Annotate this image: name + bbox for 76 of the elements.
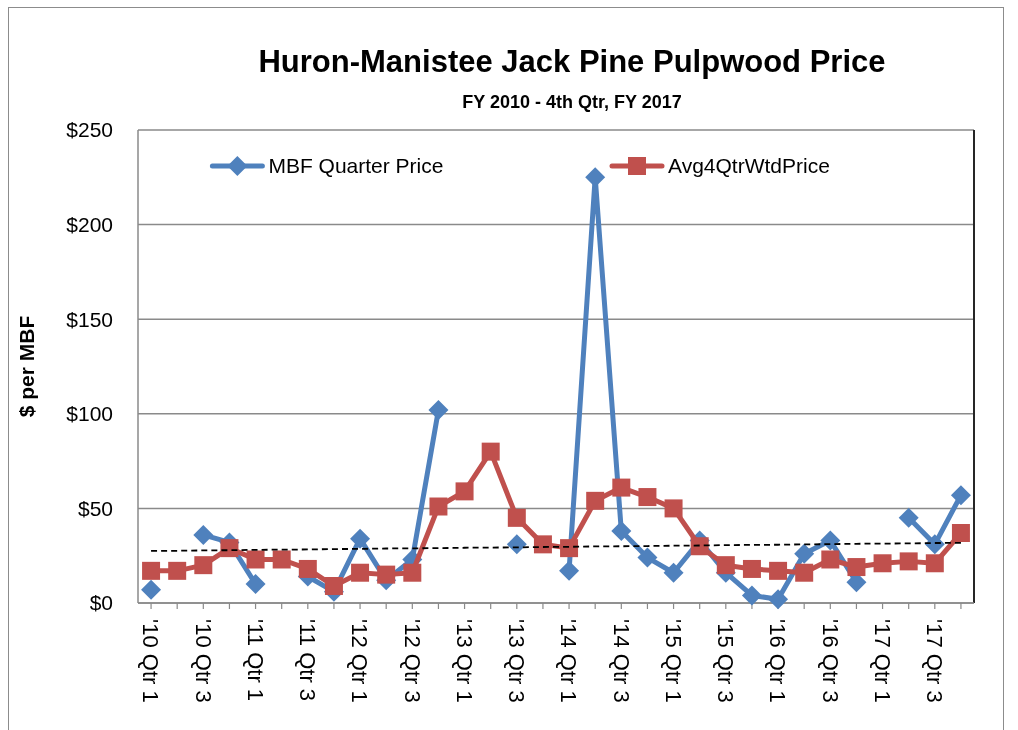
point	[559, 560, 580, 581]
x-tick-label: '15 Qtr 1	[660, 619, 686, 703]
x-tick-label: '11 Qtr 1	[242, 619, 268, 702]
point	[429, 497, 448, 516]
y-tick-label: $150	[66, 307, 113, 331]
point	[794, 543, 815, 564]
point	[194, 556, 213, 575]
point	[899, 552, 918, 571]
point	[742, 559, 761, 578]
x-tick-label: '16 Qtr 1	[765, 619, 791, 703]
point	[741, 585, 762, 606]
x-tick-label: '10 Qtr 3	[190, 619, 216, 703]
point	[585, 167, 606, 188]
point	[951, 524, 970, 542]
point	[820, 530, 841, 551]
y-axis-title: $ per MBF	[15, 315, 38, 418]
x-tick-label: '17 Qtr 1	[869, 619, 895, 703]
x-tick-label: '10 Qtr 1	[138, 619, 164, 703]
point	[245, 574, 266, 595]
point	[560, 539, 579, 558]
y-tick-label: $250	[66, 118, 113, 142]
point	[950, 485, 971, 506]
point	[506, 534, 527, 555]
y-tick-label: $50	[77, 496, 113, 520]
x-tick-label: '12 Qtr 1	[347, 619, 373, 703]
point	[769, 561, 788, 580]
point	[925, 554, 944, 573]
point	[350, 528, 371, 549]
point	[507, 508, 526, 527]
y-tick-label: $0	[89, 591, 113, 615]
point	[611, 521, 632, 542]
point	[246, 550, 265, 569]
x-tick-label: '14 Qtr 1	[556, 619, 582, 703]
point	[403, 563, 422, 582]
point	[716, 556, 735, 575]
point	[455, 482, 474, 501]
x-tick-label: '12 Qtr 3	[399, 619, 425, 703]
chart-title: Huron-Manistee Jack Pine Pulpwood Price	[258, 44, 886, 79]
point	[168, 561, 187, 580]
point	[663, 562, 684, 583]
point	[272, 550, 291, 569]
point	[533, 535, 552, 554]
point	[638, 488, 657, 507]
point	[298, 559, 317, 578]
x-tick-label: '13 Qtr 3	[504, 619, 530, 703]
point	[664, 499, 683, 518]
point	[481, 442, 500, 461]
x-tick-label: '16 Qtr 3	[817, 619, 843, 703]
point	[768, 589, 789, 610]
point	[351, 563, 370, 582]
point	[847, 558, 866, 577]
chart-subtitle: FY 2010 - 4th Qtr, FY 2017	[462, 92, 682, 112]
point	[821, 550, 840, 569]
point	[795, 563, 814, 582]
point	[324, 576, 343, 595]
point	[612, 478, 631, 497]
point	[428, 400, 449, 421]
y-tick-label: $200	[66, 212, 113, 236]
x-tick-label: '11 Qtr 3	[295, 619, 321, 702]
y-tick-label: $100	[66, 402, 113, 426]
point	[193, 524, 214, 545]
point	[377, 565, 396, 584]
point	[586, 491, 605, 510]
x-tick-label: '13 Qtr 1	[451, 619, 477, 703]
x-tick-label: '14 Qtr 3	[608, 619, 634, 703]
x-tick-label: '17 Qtr 3	[922, 619, 948, 703]
point	[141, 579, 162, 600]
point	[873, 554, 892, 573]
legend-label: MBF Quarter Price	[268, 154, 444, 178]
legend-label: Avg4QtrWtdPrice	[668, 154, 830, 178]
point	[220, 539, 239, 558]
x-tick-label: '15 Qtr 3	[713, 619, 739, 703]
point	[142, 561, 161, 580]
point	[637, 547, 658, 568]
point	[690, 537, 709, 556]
point	[898, 507, 919, 528]
